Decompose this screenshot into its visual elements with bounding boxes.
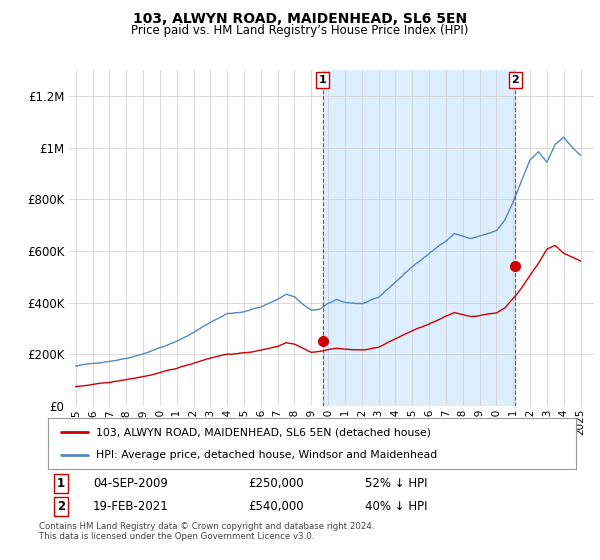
Text: £250,000: £250,000 (248, 477, 304, 490)
Text: 1: 1 (319, 75, 326, 85)
Text: 103, ALWYN ROAD, MAIDENHEAD, SL6 5EN: 103, ALWYN ROAD, MAIDENHEAD, SL6 5EN (133, 12, 467, 26)
Text: 40% ↓ HPI: 40% ↓ HPI (365, 500, 427, 513)
Text: 52% ↓ HPI: 52% ↓ HPI (365, 477, 427, 490)
Bar (323, 70, 515, 406)
Text: 103, ALWYN ROAD, MAIDENHEAD, SL6 5EN (detached house): 103, ALWYN ROAD, MAIDENHEAD, SL6 5EN (de… (95, 427, 431, 437)
Text: Price paid vs. HM Land Registry’s House Price Index (HPI): Price paid vs. HM Land Registry’s House … (131, 24, 469, 37)
Text: 1: 1 (57, 477, 65, 490)
Text: Contains HM Land Registry data © Crown copyright and database right 2024.
This d: Contains HM Land Registry data © Crown c… (39, 522, 374, 542)
Text: 19-FEB-2021: 19-FEB-2021 (93, 500, 169, 513)
Text: £540,000: £540,000 (248, 500, 304, 513)
Text: HPI: Average price, detached house, Windsor and Maidenhead: HPI: Average price, detached house, Wind… (95, 450, 437, 460)
Text: 04-SEP-2009: 04-SEP-2009 (93, 477, 168, 490)
Text: 2: 2 (511, 75, 519, 85)
Text: 2: 2 (57, 500, 65, 513)
